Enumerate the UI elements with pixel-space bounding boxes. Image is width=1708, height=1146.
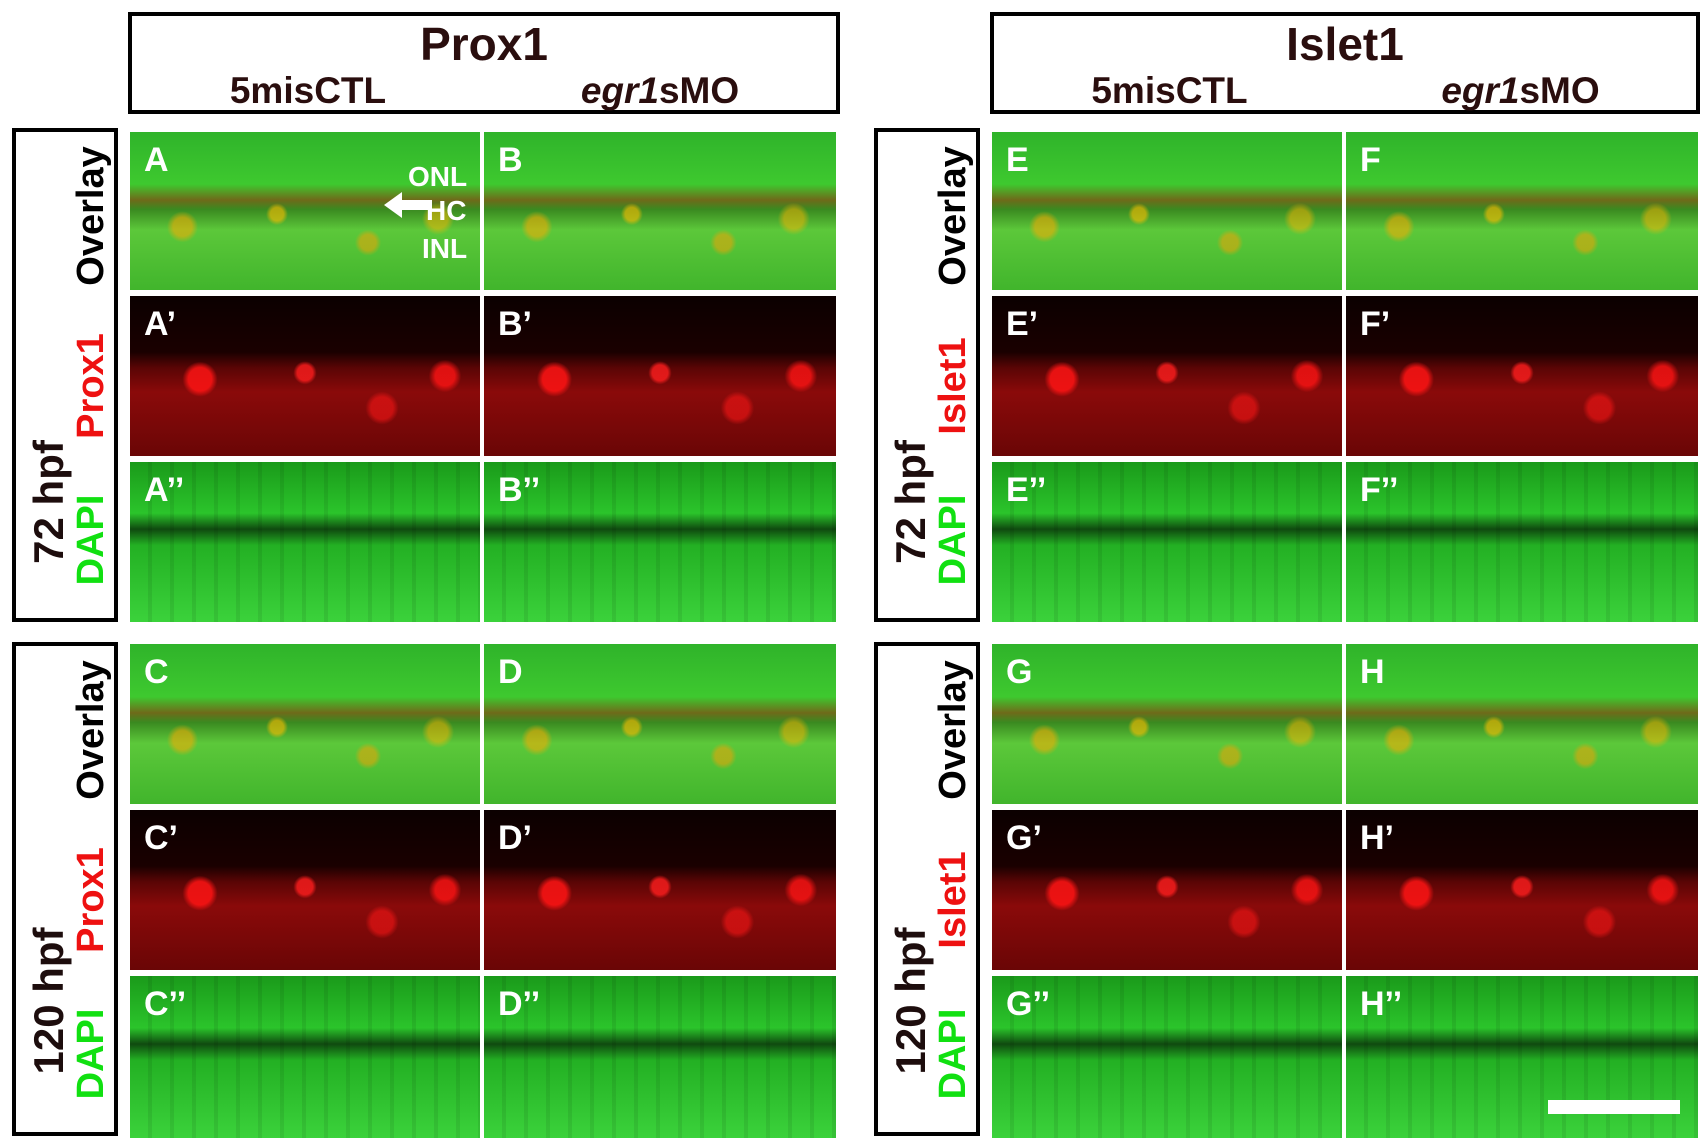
panel-label: A’ <box>144 305 177 343</box>
marker-label: Islet1 <box>932 851 974 949</box>
panel-D2-dapi: D’’ <box>484 976 836 1138</box>
panel-label: B <box>498 141 523 179</box>
panel-label: F <box>1360 141 1381 179</box>
panel-label: F’’ <box>1360 471 1399 509</box>
stage-label: 72 hpf <box>887 440 934 564</box>
panel-label: B’’ <box>498 471 541 509</box>
panel-H-overlay: H <box>1346 644 1698 804</box>
panel-B2-dapi: B’’ <box>484 462 836 622</box>
panel-A2-dapi: A’’ <box>130 462 480 622</box>
rowlabel-islet1-72: 72 hpf Overlay Islet1 DAPI <box>874 128 980 622</box>
gene-name: egr1 <box>1441 70 1520 111</box>
panel-E1-islet1: E’ <box>992 296 1342 456</box>
marker-label: Prox1 <box>70 847 112 953</box>
panel-label: C’ <box>144 819 178 857</box>
panel-C-overlay: C <box>130 644 480 804</box>
panel-H1-islet1: H’ <box>1346 810 1698 970</box>
hc-label: HC <box>426 195 467 226</box>
header-islet1: Islet1 5misCTL egr1sMO <box>990 12 1700 114</box>
overlay-label: Overlay <box>932 660 974 800</box>
panel-label: E’ <box>1006 305 1039 343</box>
panel-label: C <box>144 653 169 691</box>
rowlabel-prox1-72: 72 hpf Overlay Prox1 DAPI <box>12 128 118 622</box>
panel-label: E <box>1006 141 1029 179</box>
panel-label: B’ <box>498 305 532 343</box>
panel-B-overlay: B <box>484 132 836 290</box>
panel-label: F’ <box>1360 305 1391 343</box>
header-prox1: Prox1 5misCTL egr1sMO <box>128 12 840 114</box>
panel-C1-prox1: C’ <box>130 810 480 970</box>
panel-H2-dapi: H’’ <box>1346 976 1698 1138</box>
marker-label: Islet1 <box>932 337 974 435</box>
morpholino-suffix: sMO <box>658 70 740 111</box>
header-title: Islet1 <box>1286 18 1404 70</box>
panel-G1-islet1: G’ <box>992 810 1342 970</box>
panel-F-overlay: F <box>1346 132 1698 290</box>
onl-label: ONL <box>408 161 468 192</box>
header-title: Prox1 <box>420 18 548 70</box>
inl-label: INL <box>422 233 468 264</box>
panel-C2-dapi: C’’ <box>130 976 480 1138</box>
arrow-icon <box>384 192 432 218</box>
header-sub-morpholino: egr1sMO <box>1345 70 1696 112</box>
panel-E2-dapi: E’’ <box>992 462 1342 622</box>
panel-G-overlay: G <box>992 644 1342 804</box>
panel-label: H’ <box>1360 819 1394 857</box>
overlay-label: Overlay <box>70 660 112 800</box>
dapi-label: DAPI <box>932 494 974 586</box>
dapi-label: DAPI <box>70 1008 112 1100</box>
panel-label: H’’ <box>1360 985 1403 1023</box>
marker-label: Prox1 <box>70 333 112 439</box>
panel-label: G <box>1006 653 1033 691</box>
header-sub-control: 5misCTL <box>1091 70 1248 111</box>
rowlabel-islet1-120: 120 hpf Overlay Islet1 DAPI <box>874 642 980 1136</box>
panel-F2-dapi: F’’ <box>1346 462 1698 622</box>
dapi-label: DAPI <box>70 494 112 586</box>
panel-G2-dapi: G’’ <box>992 976 1342 1138</box>
panel-label: A’’ <box>144 471 185 509</box>
panel-F1-islet1: F’ <box>1346 296 1698 456</box>
header-sub-control: 5misCTL <box>229 70 387 111</box>
dapi-label: DAPI <box>932 1008 974 1100</box>
panel-label: D’’ <box>498 985 541 1023</box>
panel-label: D <box>498 653 523 691</box>
stage-label: 72 hpf <box>25 440 72 564</box>
header-sub-morpholino: egr1sMO <box>484 70 836 112</box>
panel-D-overlay: D <box>484 644 836 804</box>
panel-label: E’’ <box>1006 471 1047 509</box>
gene-name: egr1 <box>580 70 659 111</box>
panel-label: H <box>1360 653 1385 691</box>
panel-label: A <box>144 141 169 179</box>
morpholino-suffix: sMO <box>1519 70 1600 111</box>
panel-label: G’ <box>1006 819 1042 857</box>
scale-bar <box>1548 1100 1680 1114</box>
panel-B1-prox1: B’ <box>484 296 836 456</box>
overlay-label: Overlay <box>70 146 112 286</box>
rowlabel-prox1-120: 120 hpf Overlay Prox1 DAPI <box>12 642 118 1136</box>
stage-label: 120 hpf <box>887 927 934 1075</box>
stage-label: 120 hpf <box>25 927 72 1075</box>
overlay-label: Overlay <box>932 146 974 286</box>
panel-A-overlay: A ONL HC INL <box>130 132 480 290</box>
panel-label: G’’ <box>1006 985 1051 1023</box>
panel-label: D’ <box>498 819 532 857</box>
panel-A1-prox1: A’ <box>130 296 480 456</box>
panel-E-overlay: E <box>992 132 1342 290</box>
panel-label: C’’ <box>144 985 187 1023</box>
panel-D1-prox1: D’ <box>484 810 836 970</box>
